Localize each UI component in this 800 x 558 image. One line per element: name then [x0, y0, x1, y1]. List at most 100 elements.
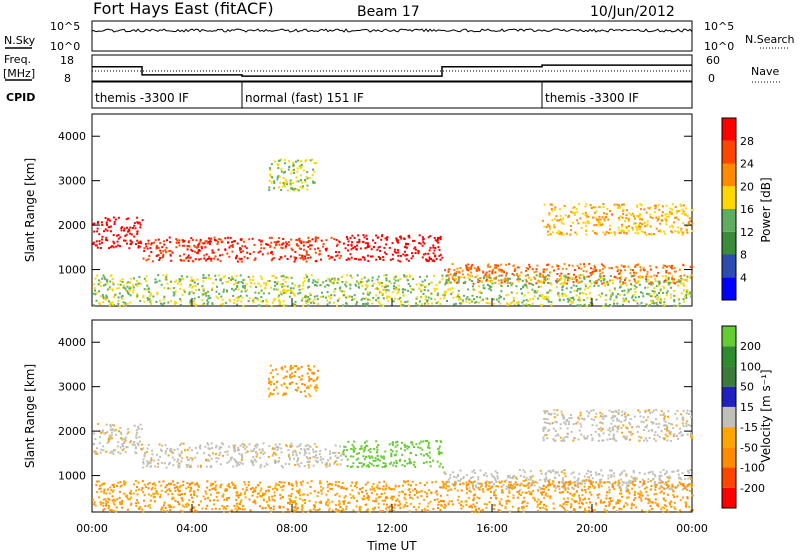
scatter-cell: [430, 501, 432, 503]
scatter-cell: [424, 243, 426, 245]
scatter-cell: [561, 293, 563, 295]
scatter-cell: [440, 504, 442, 506]
scatter-cell: [593, 224, 595, 226]
scatter-cell: [625, 475, 627, 477]
scatter-cell: [501, 269, 503, 271]
scatter-cell: [454, 488, 456, 490]
scatter-cell: [252, 276, 254, 278]
scatter-cell: [547, 418, 549, 420]
scatter-cell: [173, 295, 175, 297]
scatter-cell: [199, 447, 201, 449]
scatter-cell: [645, 491, 647, 493]
scatter-cell: [565, 215, 567, 217]
scatter-cell: [126, 218, 128, 220]
scatter-cell: [424, 279, 426, 281]
scatter-cell: [242, 305, 244, 307]
scatter-cell: [241, 245, 243, 247]
scatter-cell: [238, 464, 240, 466]
scatter-cell: [236, 304, 238, 306]
scatter-cell: [544, 278, 546, 280]
scatter-cell: [141, 489, 143, 491]
scatter-cell: [280, 189, 282, 191]
scatter-cell: [242, 250, 244, 252]
scatter-cell: [303, 241, 305, 243]
scatter-cell: [385, 274, 387, 276]
scatter-cell: [339, 495, 341, 497]
scatter-cell: [338, 298, 340, 300]
scatter-cell: [624, 266, 626, 268]
scatter-cell: [665, 434, 667, 436]
scatter-cell: [482, 272, 484, 274]
scatter-cell: [490, 277, 492, 279]
scatter-cell: [106, 279, 108, 281]
scatter-cell: [262, 448, 264, 450]
scatter-cell: [545, 276, 547, 278]
scatter-cell: [200, 465, 202, 467]
scatter-cell: [303, 249, 305, 251]
scatter-cell: [644, 225, 646, 227]
scatter-cell: [208, 274, 210, 276]
scatter-cell: [170, 300, 172, 302]
scatter-cell: [474, 472, 476, 474]
scatter-cell: [188, 254, 190, 256]
scatter-cell: [118, 217, 120, 219]
scatter-cell: [274, 247, 276, 249]
scatter-cell: [152, 260, 154, 262]
scatter-cell: [361, 278, 363, 280]
scatter-cell: [102, 445, 104, 447]
scatter-cell: [328, 295, 330, 297]
scatter-cell: [432, 247, 434, 249]
scatter-cell: [313, 279, 315, 281]
scatter-cell: [230, 279, 232, 281]
scatter-cell: [679, 210, 681, 212]
scatter-cell: [233, 240, 235, 242]
scatter-cell: [677, 470, 679, 472]
scatter-cell: [313, 465, 315, 467]
scatter-cell: [662, 292, 664, 294]
scatter-cell: [663, 231, 665, 233]
scatter-cell: [326, 284, 328, 286]
cpid-label: CPID: [6, 91, 35, 104]
scatter-cell: [407, 505, 409, 507]
scatter-cell: [412, 278, 414, 280]
scatter-cell: [281, 465, 283, 467]
scatter-cell: [669, 226, 671, 228]
scatter-cell: [658, 292, 660, 294]
scatter-cell: [567, 427, 569, 429]
scatter-cell: [331, 237, 333, 239]
scatter-cell: [367, 482, 369, 484]
scatter-cell: [572, 297, 574, 299]
scatter-cell: [183, 289, 185, 291]
scatter-cell: [663, 469, 665, 471]
scatter-cell: [268, 187, 270, 189]
scatter-cell: [304, 280, 306, 282]
scatter-cell: [277, 281, 279, 283]
scatter-cell: [92, 293, 94, 295]
scatter-cell: [296, 464, 298, 466]
scatter-cell: [159, 250, 161, 252]
scatter-cell: [109, 302, 111, 304]
scatter-cell: [643, 421, 645, 423]
scatter-cell: [590, 272, 592, 274]
scatter-cell: [429, 461, 431, 463]
scatter-cell: [166, 239, 168, 241]
scatter-cell: [656, 228, 658, 230]
scatter-cell: [132, 443, 134, 445]
scatter-cell: [273, 383, 275, 385]
scatter-cell: [374, 507, 376, 509]
scatter-cell: [521, 302, 523, 304]
scatter-cell: [206, 240, 208, 242]
scatter-cell: [196, 452, 198, 454]
scatter-cell: [133, 225, 135, 227]
scatter-cell: [210, 465, 212, 467]
scatter-cell: [438, 453, 440, 455]
scatter-cell: [437, 294, 439, 296]
colorbar-tick-label: 4: [740, 271, 747, 284]
scatter-cell: [385, 286, 387, 288]
scatter-cell: [125, 290, 127, 292]
scatter-cell: [181, 260, 183, 262]
scatter-cell: [306, 189, 308, 191]
scatter-cell: [285, 463, 287, 465]
scatter-cell: [288, 160, 290, 162]
scatter-cell: [692, 209, 694, 211]
